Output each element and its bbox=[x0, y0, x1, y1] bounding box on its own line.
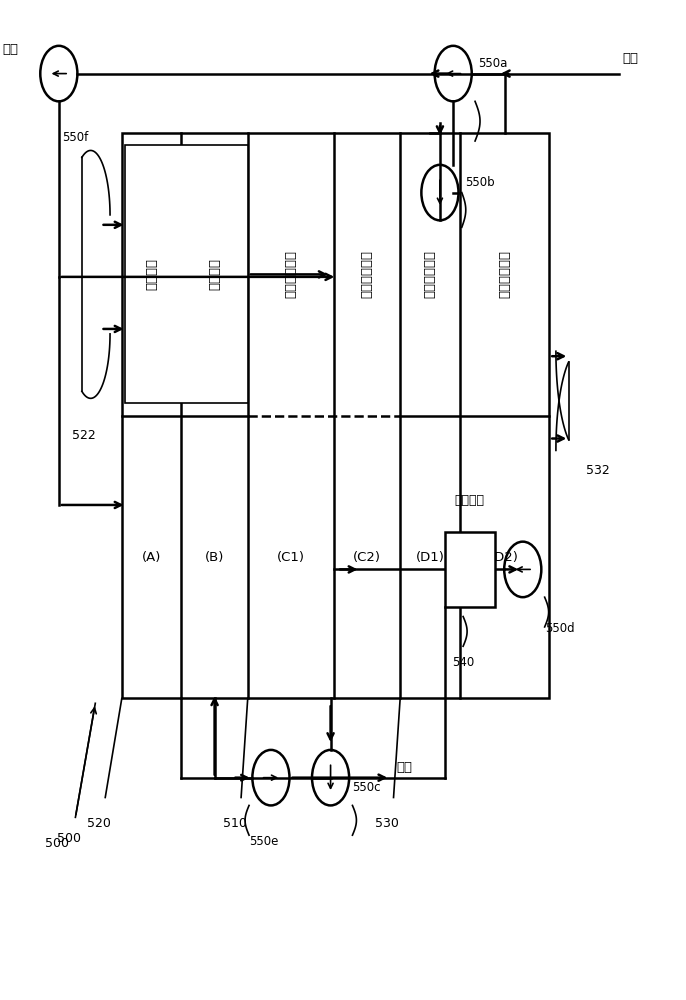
Text: (B): (B) bbox=[205, 551, 224, 564]
Text: 550d: 550d bbox=[545, 622, 574, 635]
Text: 550c: 550c bbox=[353, 781, 381, 794]
Text: (C2): (C2) bbox=[353, 551, 381, 564]
Text: 引入: 引入 bbox=[622, 52, 638, 65]
Bar bbox=[445, 532, 495, 607]
Text: 550e: 550e bbox=[250, 835, 279, 848]
Text: 550f: 550f bbox=[62, 131, 88, 144]
Text: (D1): (D1) bbox=[416, 551, 445, 564]
Text: 排放: 排放 bbox=[397, 761, 413, 774]
Text: 第二还原区域: 第二还原区域 bbox=[361, 250, 373, 298]
Bar bbox=[125, 145, 248, 403]
Text: 500: 500 bbox=[57, 832, 81, 845]
Text: 510: 510 bbox=[222, 817, 246, 830]
Text: 热交换器: 热交换器 bbox=[455, 494, 485, 507]
Text: 预热区域: 预热区域 bbox=[208, 258, 221, 290]
Text: 532: 532 bbox=[586, 464, 609, 477]
Text: 500: 500 bbox=[45, 837, 69, 850]
Text: 522: 522 bbox=[72, 429, 96, 442]
Text: 第二冷却区域: 第二冷却区域 bbox=[498, 250, 511, 298]
Text: (C1): (C1) bbox=[277, 551, 305, 564]
Text: 排放: 排放 bbox=[3, 43, 19, 56]
Text: 第一还原区域: 第一还原区域 bbox=[284, 250, 297, 298]
Text: 550b: 550b bbox=[465, 176, 495, 189]
Text: 第一冷却区域: 第一冷却区域 bbox=[423, 250, 436, 298]
Text: (A): (A) bbox=[142, 551, 161, 564]
Text: (D2): (D2) bbox=[490, 551, 519, 564]
Bar bbox=[122, 133, 549, 698]
Text: 550a: 550a bbox=[478, 57, 508, 70]
Text: 520: 520 bbox=[86, 817, 110, 830]
Text: 530: 530 bbox=[375, 817, 399, 830]
Text: 干燥区域: 干燥区域 bbox=[145, 258, 158, 290]
Text: 540: 540 bbox=[452, 656, 474, 669]
